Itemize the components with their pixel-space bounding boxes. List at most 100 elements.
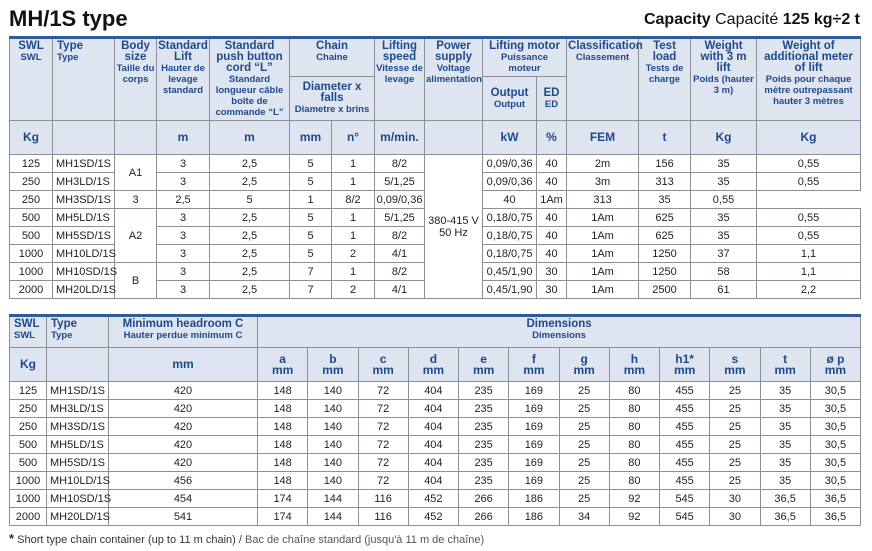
dimension-unit: mm — [724, 362, 746, 377]
value-cell: 625 — [638, 208, 692, 227]
value-cell: 72 — [357, 453, 409, 472]
value-cell: 80 — [608, 417, 661, 436]
value-cell: 140 — [307, 471, 359, 490]
value-cell: 156 — [638, 154, 692, 173]
dimension-unit: mm — [573, 362, 595, 377]
value-cell: 455 — [658, 453, 711, 472]
body-size-cell: A1 — [114, 154, 157, 191]
value-cell: 5 — [289, 226, 332, 245]
footnote-sep: / — [235, 534, 245, 546]
value-cell: 35 — [759, 417, 811, 436]
value-cell: 148 — [256, 453, 309, 472]
value-cell: 25 — [709, 453, 761, 472]
value-cell: 1 — [330, 262, 376, 281]
value-cell: 3 — [156, 226, 210, 245]
header-classification: Classification Classement — [566, 37, 643, 121]
dimension-unit-cell: e mm — [457, 347, 510, 382]
header-text: Diametre x brins — [294, 104, 370, 115]
value-cell: 25 — [709, 399, 761, 418]
dimension-unit-cell: s mm — [709, 347, 761, 382]
dimension-letter: ø p — [826, 351, 845, 366]
table-row: 500 MH5LD/1S 420 148 140 72 404 235 169 25 80 455 25… — [9, 435, 862, 454]
footnote: * Short type chain container (up to 11 m… — [9, 531, 484, 546]
header-power-supply: Power supply Voltage alimentation — [424, 37, 484, 121]
header-text: Standard Lift — [158, 40, 208, 63]
type-cell: MH10LD/1S — [52, 244, 116, 263]
table-row: 2000 MH20LD/1S 3 2,5 7 2 4/1 0,45/1,90 30 1Am 2500… — [9, 280, 862, 299]
value-cell: 25 — [558, 471, 610, 490]
header-text: Body size — [121, 40, 150, 63]
value-cell: 5/1,25 — [374, 208, 426, 227]
value-cell: 5 — [209, 190, 290, 209]
header-standard-lift: Standard Lift Hauter de levage standard — [156, 37, 210, 121]
power-supply-line: 50 Hz — [439, 226, 468, 239]
table-row: 500 MH5SD/1S 420 148 140 72 404 235 169 25 80 455 25… — [9, 453, 862, 472]
value-cell: 37 — [690, 244, 758, 263]
dimension-letter: f — [531, 351, 536, 366]
header-text: ED — [544, 98, 559, 110]
unit-cell: m/min. — [374, 120, 426, 155]
value-cell: 0,55 — [756, 208, 862, 227]
value-cell: 2,5 — [209, 244, 290, 263]
value-cell: 455 — [658, 471, 711, 490]
value-cell: 186 — [508, 489, 560, 508]
value-cell: 80 — [608, 471, 661, 490]
value-cell: 30 — [536, 262, 568, 281]
value-cell: 140 — [307, 435, 359, 454]
value-cell: 5 — [289, 208, 332, 227]
dimension-unit: mm — [774, 362, 796, 377]
value-cell: 30 — [709, 507, 761, 526]
header-text: Dimensions — [526, 318, 592, 330]
dimension-unit: mm — [322, 362, 344, 377]
value-cell: 2,5 — [209, 154, 290, 173]
value-cell: 1Am — [566, 244, 640, 263]
value-cell: 1 — [330, 226, 376, 245]
value-cell: 148 — [256, 399, 309, 418]
header-min-headroom: Minimum headroom C Hauter perdue minimum … — [108, 315, 258, 348]
value-cell: 2000 — [9, 507, 47, 526]
header-push-button-cord: Standard push button cord “L” Standard lo… — [209, 37, 290, 121]
value-cell: 25 — [558, 399, 610, 418]
value-cell: 40 — [482, 190, 538, 209]
value-cell: 0,09/0,36 — [482, 154, 538, 173]
header-output: Output Output — [482, 76, 538, 121]
value-cell: 404 — [407, 435, 460, 454]
value-cell: 0,18/0,75 — [482, 244, 538, 263]
value-cell: 7 — [289, 262, 332, 281]
value-cell: 25 — [709, 417, 761, 436]
header-text: Type — [57, 40, 83, 52]
type-cell: MH3LD/1S — [52, 172, 115, 191]
value-cell: 0,55 — [756, 154, 862, 173]
value-cell: 2500 — [638, 280, 692, 299]
dimension-unit-cell: f mm — [508, 347, 560, 382]
dimension-letter: t — [783, 351, 788, 366]
unit-cell — [424, 120, 484, 155]
value-cell: 2,5 — [156, 190, 210, 209]
header-test-load: Test load Tests de charge — [638, 37, 692, 121]
swl-cell: 250 — [9, 190, 53, 209]
type-cell: MH5LD/1S — [52, 208, 115, 227]
value-cell: 2m — [566, 154, 640, 173]
unit-cell: t — [638, 120, 692, 155]
value-cell: 140 — [307, 453, 359, 472]
footnote-star: * — [9, 531, 15, 546]
value-cell: 3 — [156, 262, 210, 281]
footnote-fr: Bac de chaîne standard (jusqu'à 11 m de … — [245, 534, 485, 546]
dimension-letter: h1* — [675, 351, 694, 366]
value-cell: 2,5 — [209, 226, 290, 245]
value-cell: 3 — [156, 172, 210, 191]
dimension-letter: c — [379, 351, 387, 366]
value-cell: 3 — [114, 190, 157, 209]
value-cell: 3m — [566, 172, 640, 191]
value-cell: 36,5 — [759, 507, 811, 526]
table-row: 2000 MH20LD/1S 541 174 144 116 452 266 186 34 92 54… — [9, 507, 862, 526]
value-cell: 545 — [658, 489, 711, 508]
value-cell: 140 — [307, 417, 359, 436]
value-cell: 116 — [357, 489, 409, 508]
value-cell: 1,1 — [756, 262, 862, 281]
value-cell: 144 — [307, 507, 359, 526]
value-cell: 35 — [690, 172, 758, 191]
dimension-unit: mm — [472, 362, 495, 377]
value-cell: 2,5 — [209, 262, 290, 281]
value-cell: 404 — [407, 453, 460, 472]
